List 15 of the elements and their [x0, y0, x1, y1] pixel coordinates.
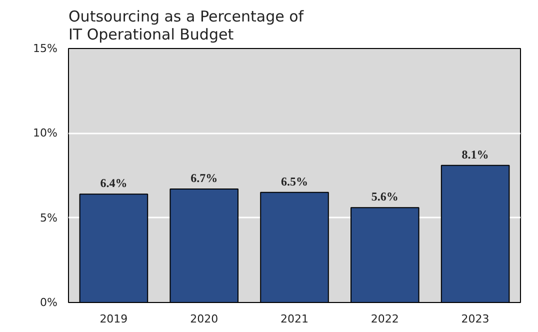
y-tick-label: 10% [33, 126, 58, 140]
x-tick-label: 2019 [100, 312, 128, 326]
data-label: 6.4% [100, 176, 128, 190]
x-tick-label: 2022 [370, 312, 399, 326]
y-tick-label: 15% [33, 42, 58, 55]
x-tick-label: 2023 [461, 312, 490, 326]
data-label: 6.5% [281, 174, 308, 188]
data-label: 5.6% [371, 190, 398, 204]
x-tick-label: 2021 [280, 312, 309, 326]
data-label: 8.1% [462, 147, 489, 162]
y-tick-label: 0% [40, 296, 58, 309]
x-tick-label: 2020 [190, 312, 218, 326]
chart-title: Outsourcing as a Percentage of IT Operational Budget [68, 8, 304, 44]
y-tick-label: 5% [40, 211, 58, 224]
data-label: 6.7% [190, 171, 218, 186]
